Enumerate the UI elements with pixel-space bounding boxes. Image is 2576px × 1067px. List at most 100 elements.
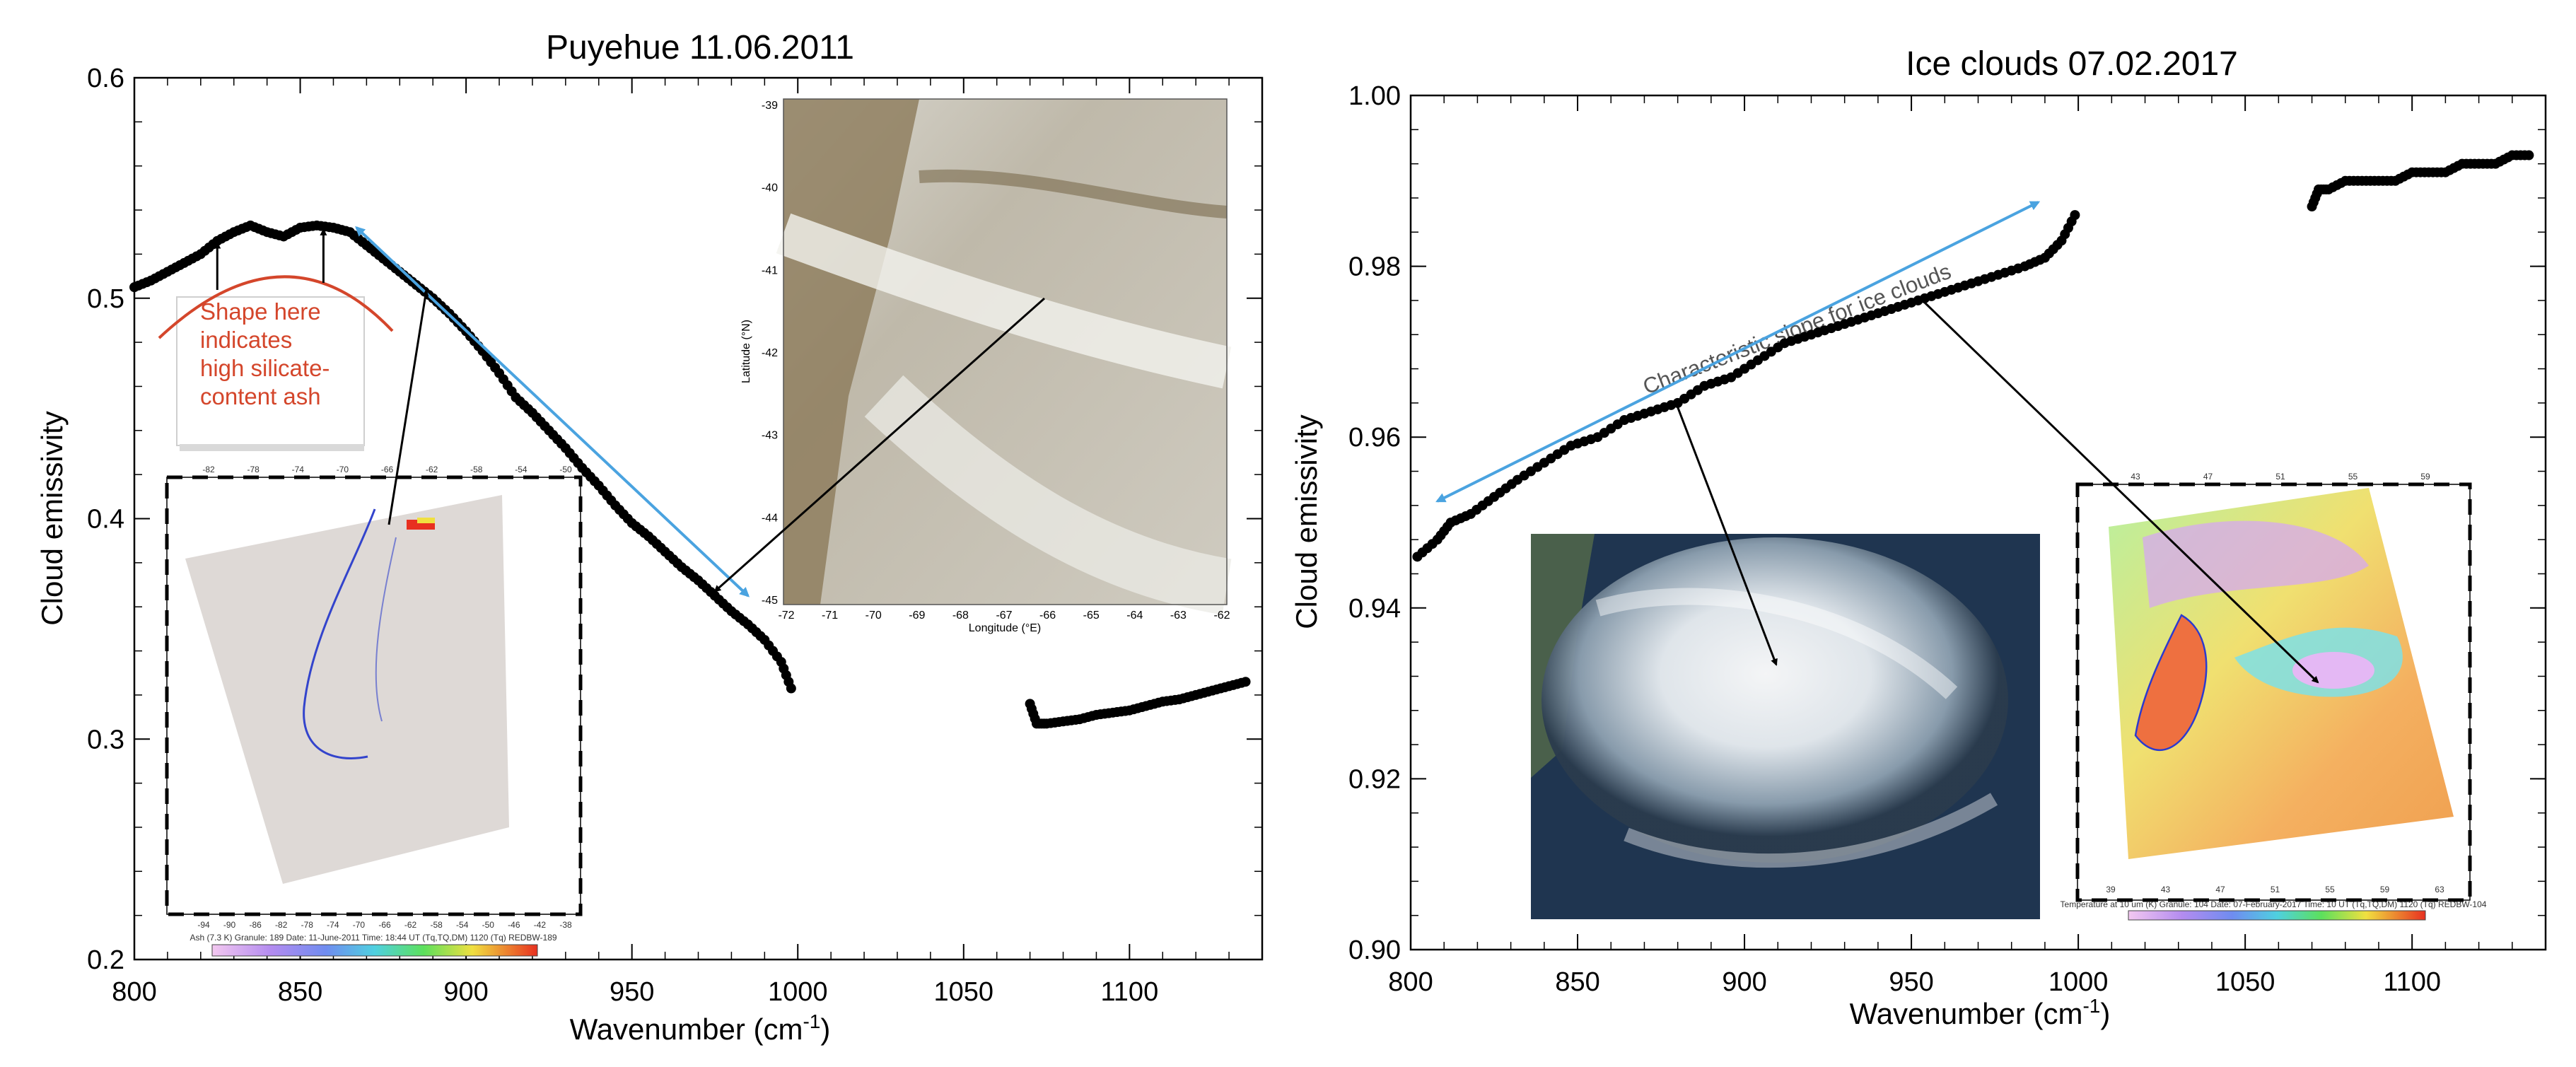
left-y-tick-label: 0.3: [87, 725, 124, 754]
satellite-lon-tick-label: -67: [996, 610, 1012, 622]
right-y-tick-label: 0.90: [1348, 935, 1401, 965]
map-top-tick-label: -82: [202, 465, 215, 474]
right-panel: Ice clouds 07.02.2017 800 850 900 950 1000 10…: [1290, 45, 2547, 1030]
temp-top-tick-label: 55: [2348, 472, 2358, 482]
map-footer: Ash (7.3 K) Granule: 189 Date: 11-June-2…: [190, 933, 556, 943]
satellite-lon-tick-label: -64: [1126, 610, 1143, 622]
right-x-tick-label: 800: [1388, 967, 1433, 997]
right-y-tick-label: 0.94: [1348, 594, 1401, 624]
right-y-tick-label: 0.92: [1348, 764, 1401, 794]
left-y-tick-label: 0.2: [87, 945, 124, 975]
temp-top-tick-label: 47: [2203, 472, 2213, 482]
right-x-tick-label: 850: [1555, 967, 1599, 997]
satellite-lat-tick-label: -39: [762, 100, 778, 112]
temp-map-footer: Temperature at 10 um (K) Granule: 104 Da…: [2061, 899, 2487, 909]
map-top-tick-label: -54: [515, 465, 528, 474]
left-x-tick-label: 1100: [1100, 977, 1158, 1007]
map-bottom-tick-label: -50: [482, 920, 495, 930]
satellite-lon-tick-label: -65: [1083, 610, 1100, 622]
map-bottom-tick-label: -74: [327, 920, 339, 930]
left-arrows: [214, 226, 1045, 597]
temp-bottom-tick-label: 55: [2325, 885, 2335, 894]
ash-annotation-line: Shape here: [200, 298, 321, 325]
left-data-point: [786, 683, 796, 694]
satellite-y-label: Latitude (°N): [740, 320, 752, 383]
map-top-tick-label: -58: [470, 465, 483, 474]
satellite-lat-tick-label: -44: [762, 512, 778, 524]
left-x-tick-label: 950: [610, 977, 654, 1007]
satellite-lon-tick-label: -72: [778, 610, 794, 622]
left-y-tick-label: 0.6: [87, 64, 124, 93]
temp-map-bottom-ticks: 39 43 47 51 55 59 63: [2106, 885, 2444, 894]
ash-slope-arrow: [355, 226, 750, 597]
map-bottom-tick-label: -38: [559, 920, 572, 930]
map-top-tick-label: -62: [426, 465, 438, 474]
map-bottom-tick-label: -90: [223, 920, 236, 930]
map-top-tick-label: -78: [247, 465, 260, 474]
left-y-tick-label: 0.5: [87, 284, 124, 314]
map-bottom-tick-label: -58: [430, 920, 443, 930]
map-bottom-tick-label: -54: [456, 920, 469, 930]
map-top-tick-label: -74: [292, 465, 305, 474]
left-axes: 800 850 900 950 1000 1050 1100 0.2 0.3 0.4 0.5 0.6: [87, 64, 1262, 1007]
temp-colorbar: [2128, 910, 2426, 921]
right-y-tick-label: 0.98: [1348, 252, 1401, 282]
map-pointer-arrow: [387, 289, 429, 525]
left-x-tick-label: 900: [443, 977, 488, 1007]
left-x-tick-label: 1050: [934, 977, 994, 1007]
right-y-tick-label: 0.96: [1348, 423, 1401, 453]
satellite-lat-tick-label: -45: [762, 595, 778, 607]
left-x-tick-label: 800: [112, 977, 156, 1007]
right-temperature-inset: 43 47 51 55 59 39 43 47 51 55 59 63 Temperature at…: [2061, 472, 2487, 921]
right-x-tick-label: 1000: [2048, 967, 2109, 997]
cyclone-pointer-arrow: [1677, 407, 1778, 666]
temp-top-tick-label: 43: [2131, 472, 2140, 482]
temp-map-pointer-arrow: [1917, 295, 2319, 684]
satellite-longitude-ticks: -72 -71 -70 -69 -68 -67 -66 -65 -64 -63 -62: [778, 610, 1230, 622]
temp-bottom-tick-label: 51: [2271, 885, 2280, 894]
left-x-tick-label: 850: [278, 977, 322, 1007]
satellite-lat-tick-label: -40: [762, 182, 778, 194]
temp-map-top-ticks: 43 47 51 55 59: [2131, 472, 2430, 482]
left-ash-map-inset: -82 -78 -74 -70 -66 -62 -58 -54 -50 -94 -90 -86 -82…: [165, 465, 583, 957]
right-cyclone-inset: [1531, 534, 2040, 919]
temp-bottom-tick-label: 39: [2106, 885, 2116, 894]
ice-slope-arrow: [1435, 201, 2041, 503]
map-bottom-tick-label: -78: [301, 920, 314, 930]
right-x-tick-label: 1100: [2383, 967, 2441, 997]
right-x-tick-label: 1050: [2215, 967, 2275, 997]
ash-annotation-line: high silicate-: [200, 355, 330, 381]
map-top-tick-label: -70: [337, 465, 349, 474]
map-bottom-tick-label: -70: [353, 920, 366, 930]
right-arrows: [1435, 201, 2319, 684]
left-y-tick-label: 0.4: [87, 505, 124, 535]
satellite-lon-tick-label: -62: [1213, 610, 1230, 622]
left-data-point: [1240, 677, 1251, 687]
map-bottom-ticks: -94 -90 -86 -82 -78 -74 -70 -66 -62 -58 -54 -50 -46 -…: [197, 920, 572, 930]
right-x-axis-label: Wavenumber (cm-1): [1850, 995, 2111, 1030]
map-top-tick-label: -50: [559, 465, 572, 474]
map-colorbar: [211, 944, 538, 957]
map-bottom-tick-label: -94: [197, 920, 210, 930]
map-bottom-tick-label: -66: [378, 920, 391, 930]
satellite-lon-tick-label: -69: [909, 610, 925, 622]
right-data-point: [2524, 150, 2534, 161]
left-x-axis-label: Wavenumber (cm-1): [570, 1010, 831, 1046]
right-axes: 800 850 900 950 1000 1050 1100 0.90 0.92 0.94 0.96…: [1348, 81, 2546, 997]
temp-top-tick-label: 51: [2275, 472, 2285, 482]
satellite-lon-tick-label: -70: [866, 610, 882, 622]
temp-bottom-tick-label: 47: [2215, 885, 2225, 894]
satellite-latitude-ticks: -39 -40 -41 -42 -43 -44 -45: [762, 100, 778, 607]
satellite-lon-tick-label: -71: [822, 610, 838, 622]
satellite-lon-tick-label: -66: [1039, 610, 1056, 622]
right-x-tick-label: 900: [1722, 967, 1766, 997]
temp-bottom-tick-label: 63: [2435, 885, 2444, 894]
satellite-pointer-arrow: [713, 297, 1045, 593]
temp-bottom-tick-label: 59: [2380, 885, 2390, 894]
map-bottom-tick-label: -62: [404, 920, 417, 930]
map-top-tick-label: -66: [381, 465, 394, 474]
satellite-lon-tick-label: -63: [1170, 610, 1187, 622]
map-bottom-tick-label: -86: [249, 920, 262, 930]
satellite-x-label: Longitude (°E): [969, 622, 1041, 634]
